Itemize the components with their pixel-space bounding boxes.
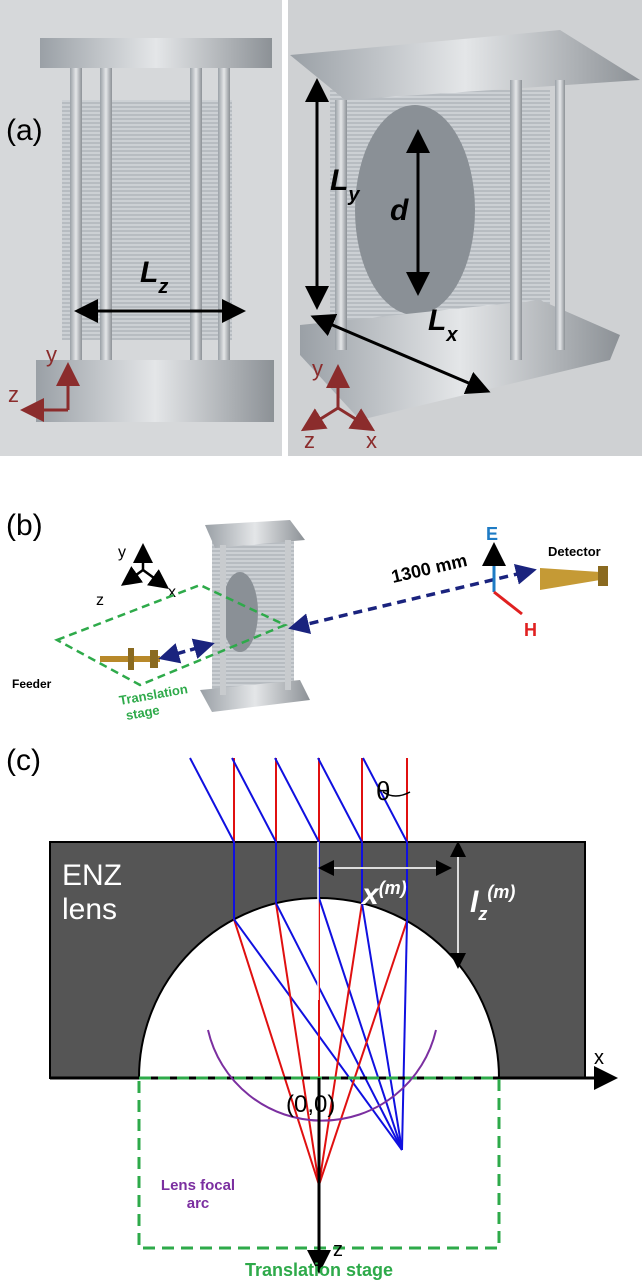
x-m-label: x(m) xyxy=(360,878,407,911)
stage-label: Translation stage xyxy=(245,1260,393,1280)
axis-label: y xyxy=(312,356,323,381)
ray xyxy=(318,897,403,1151)
feeder-label: Feeder xyxy=(12,677,52,691)
detector-label: Detector xyxy=(548,544,601,559)
axis-label: z xyxy=(333,1239,343,1261)
dashed-arrow xyxy=(288,564,537,634)
axis-label: x xyxy=(594,1047,604,1069)
dimension-label: Ly xyxy=(330,164,360,206)
ray xyxy=(189,757,235,843)
panel-label: (a) xyxy=(6,114,43,147)
ray xyxy=(275,902,403,1151)
stage-label: Translationstage xyxy=(118,681,192,724)
ray xyxy=(231,757,277,843)
ray xyxy=(317,757,363,843)
axis-label: z xyxy=(304,428,315,453)
angle-arc xyxy=(382,791,411,797)
focal-arc-label: Lens focal arc xyxy=(161,1177,235,1212)
axis-arrow xyxy=(300,406,339,432)
axis-label: y xyxy=(46,342,57,367)
lz-m-label: lz(m) xyxy=(470,882,515,924)
focal-arc xyxy=(207,1029,437,1122)
line: Lens focal xyxy=(161,1177,235,1194)
h-field-arrow xyxy=(493,590,523,616)
dimension-label: Lz xyxy=(140,256,168,298)
panel-label: (b) xyxy=(6,509,43,542)
subscript: z xyxy=(157,276,168,298)
symbol: x xyxy=(360,878,380,911)
origin-label: (0,0) xyxy=(286,1091,335,1118)
ray xyxy=(362,757,408,843)
field-label: H xyxy=(524,620,537,640)
symbol: L xyxy=(140,256,158,289)
subscript: z xyxy=(477,904,487,924)
detector-photo xyxy=(540,566,608,590)
superscript: (m) xyxy=(379,878,407,898)
ray xyxy=(233,919,320,1186)
axis-label: x xyxy=(168,584,176,601)
angle-label: θ xyxy=(376,776,390,806)
dimension-label: d xyxy=(390,194,409,227)
lens-label: ENZ lens xyxy=(62,859,122,926)
photo-left xyxy=(0,0,282,456)
line: lens xyxy=(62,893,117,926)
feeder-photo xyxy=(100,648,160,670)
ray xyxy=(275,903,320,1186)
ray xyxy=(318,903,363,1186)
symbol: L xyxy=(330,164,348,197)
dimension-arrow xyxy=(310,314,491,394)
axis-label: z xyxy=(96,592,104,609)
dimension-label: Lx xyxy=(428,304,458,346)
axis-label: z xyxy=(8,382,19,407)
axis-label: y xyxy=(118,544,126,561)
symbol: l xyxy=(470,886,479,919)
symbol: L xyxy=(428,304,446,337)
ray xyxy=(361,903,403,1151)
cube-photo xyxy=(200,520,310,712)
ray xyxy=(401,920,408,1151)
distance-label: 1300 mm xyxy=(389,550,469,587)
subscript: x xyxy=(445,324,458,346)
line: stage xyxy=(125,702,161,723)
ray xyxy=(318,920,408,1186)
axis-label: x xyxy=(366,428,377,453)
rays xyxy=(189,757,408,1186)
field-label: E xyxy=(486,524,498,544)
subscript: y xyxy=(347,184,360,206)
translation-stage-outline xyxy=(54,583,289,687)
panel-label: (c) xyxy=(6,744,41,777)
superscript: (m) xyxy=(487,882,515,902)
dashed-arrow xyxy=(158,638,215,664)
axis-arrow xyxy=(337,406,376,432)
line: ENZ xyxy=(62,859,122,892)
line: arc xyxy=(187,1195,210,1212)
axes-triad xyxy=(120,543,170,589)
photo-right xyxy=(288,0,642,456)
ray xyxy=(274,757,320,843)
